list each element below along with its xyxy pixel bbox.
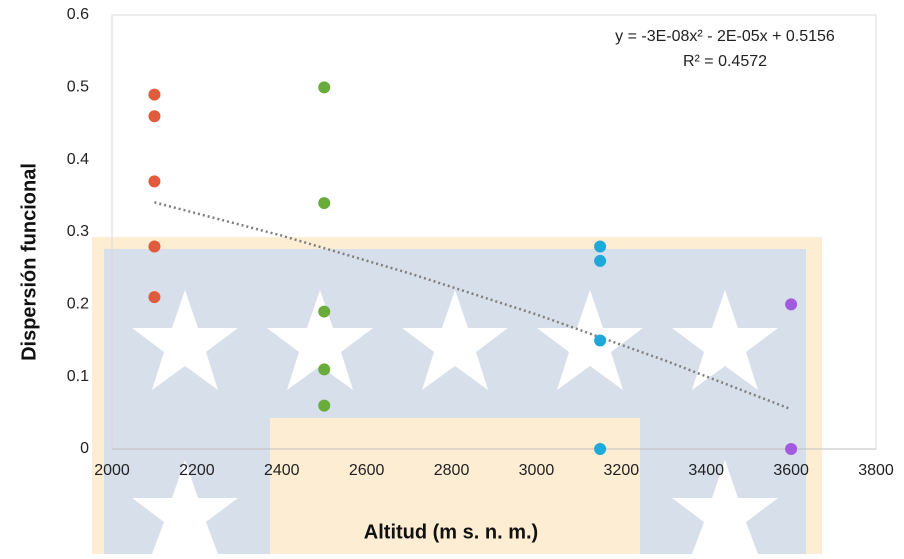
point	[318, 306, 330, 318]
watermark	[92, 237, 822, 554]
point	[594, 240, 606, 252]
y-tick-label: 0.5	[67, 79, 89, 96]
point	[785, 298, 797, 310]
x-axis-title: Altitud (m s. n. m.)	[364, 521, 538, 543]
point	[318, 400, 330, 412]
y-tick-label: 0.4	[67, 151, 89, 168]
y-tick-label: 0.1	[67, 368, 89, 385]
trend-r-squared: R² = 0.4572	[683, 53, 767, 70]
point	[148, 291, 160, 303]
point	[148, 110, 160, 122]
x-tick-label: 2800	[434, 462, 470, 479]
chart: Altitud (m s. n. m.) Dispersión funciona…	[0, 0, 904, 554]
x-tick-label: 3400	[688, 462, 724, 479]
point	[594, 255, 606, 267]
x-tick-label: 3200	[604, 462, 640, 479]
y-tick-label: 0.2	[67, 296, 89, 313]
x-tick-label: 3600	[773, 462, 809, 479]
point	[148, 175, 160, 187]
y-tick-label: 0	[80, 440, 89, 457]
point	[785, 443, 797, 455]
x-tick-label: 2400	[264, 462, 300, 479]
point	[594, 335, 606, 347]
x-tick-label: 2000	[94, 462, 130, 479]
y-tick-label: 0.6	[67, 6, 89, 23]
y-tick-label: 0.3	[67, 223, 89, 240]
point	[318, 363, 330, 375]
x-tick-label: 3800	[858, 462, 894, 479]
x-tick-label: 3000	[519, 462, 555, 479]
point	[318, 197, 330, 209]
x-tick-label: 2600	[349, 462, 385, 479]
point	[594, 443, 606, 455]
y-axis-title: Dispersión funcional	[18, 163, 40, 361]
point	[148, 240, 160, 252]
x-tick-label: 2200	[179, 462, 215, 479]
point	[318, 81, 330, 93]
trend-equation: y = -3E-08x² - 2E-05x + 0.5156	[615, 28, 835, 45]
point	[148, 89, 160, 101]
